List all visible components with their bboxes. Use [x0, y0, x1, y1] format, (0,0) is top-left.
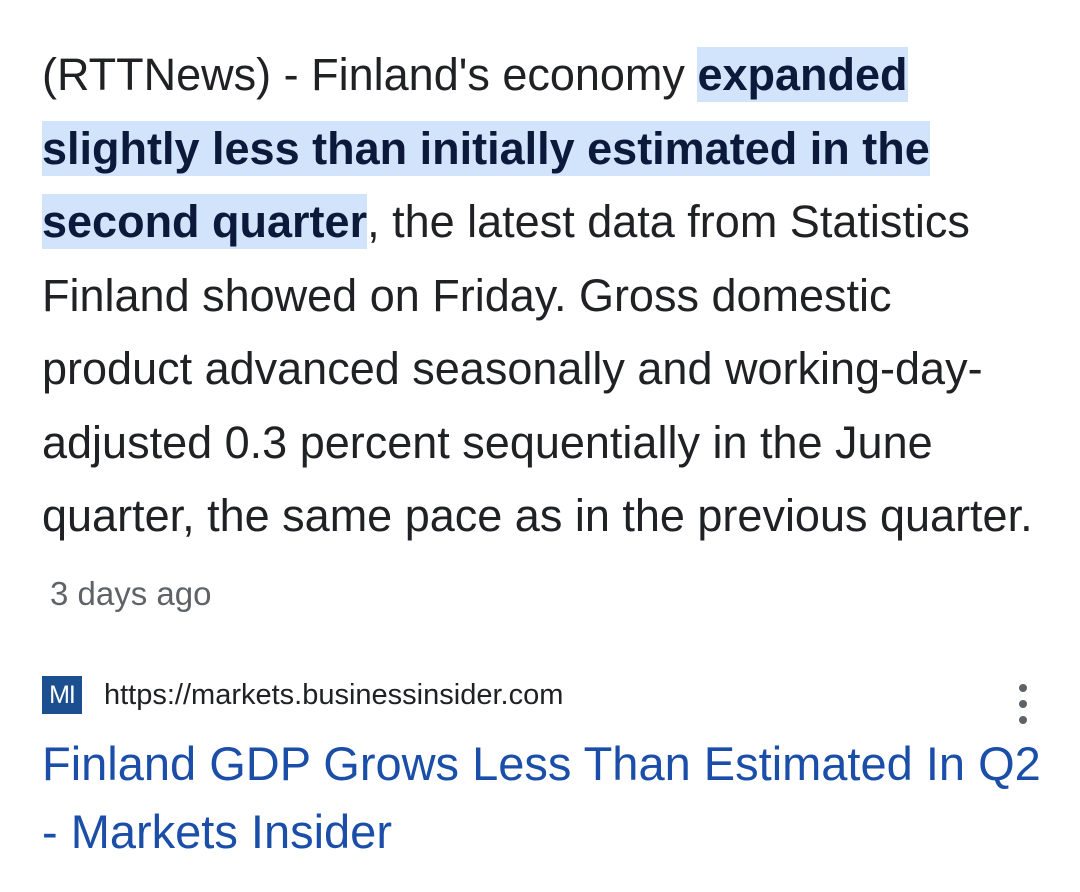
menu-dot — [1019, 716, 1027, 724]
result-url[interactable]: https://markets.businessinsider.com — [104, 678, 564, 711]
snippet-intro: (RTTNews) - Finland's economy — [42, 49, 698, 100]
snippet-body: , the latest data from Statistics Finlan… — [42, 196, 1033, 541]
more-vert-icon[interactable] — [1010, 684, 1036, 724]
result-source[interactable]: MI https://markets.businessinsider.com — [42, 676, 563, 714]
menu-dot — [1019, 700, 1027, 708]
featured-snippet-text: (RTTNews) - Finland's economy expanded s… — [42, 38, 1042, 630]
site-favicon-icon: MI — [42, 676, 82, 714]
snippet-timestamp: 3 days ago — [50, 574, 212, 612]
result-title-link[interactable]: Finland GDP Grows Less Than Estimated In… — [42, 737, 1041, 858]
menu-dot — [1019, 684, 1027, 692]
